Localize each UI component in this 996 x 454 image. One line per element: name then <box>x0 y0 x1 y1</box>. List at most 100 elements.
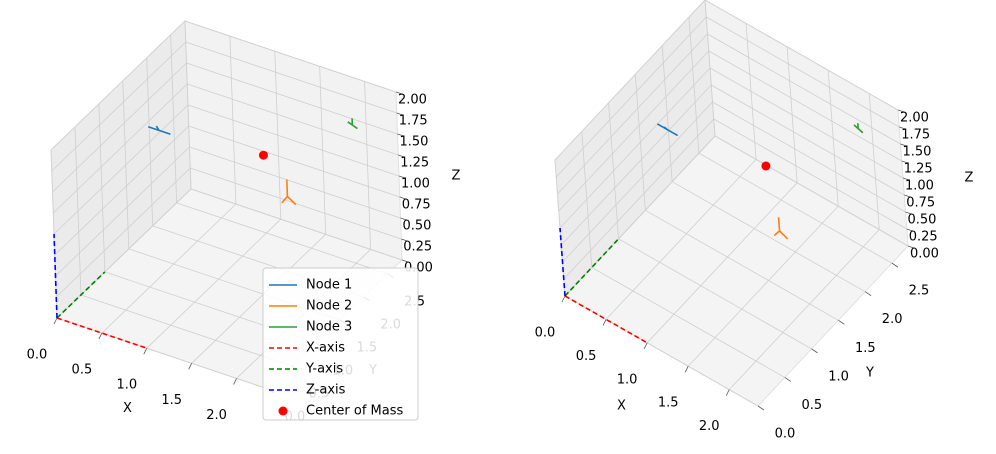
grid-line <box>176 202 388 275</box>
grid-line <box>564 295 759 407</box>
y-tick-label: 1.0 <box>828 369 849 384</box>
tick-mark <box>143 348 148 355</box>
tick-mark <box>398 154 405 158</box>
z-tick-label: 1.75 <box>399 114 428 129</box>
tick-mark <box>906 228 913 232</box>
tick-mark <box>401 238 408 242</box>
x-tick-label: 2.0 <box>699 419 720 434</box>
tick-mark <box>901 160 908 164</box>
tick-mark <box>907 245 915 249</box>
x-axis-label: X <box>123 401 132 416</box>
tick-mark <box>401 259 409 263</box>
z-tick-label: 1.00 <box>905 179 934 194</box>
z-tick-label: 0.00 <box>910 247 939 262</box>
grid-line <box>191 234 326 364</box>
x-tick-label: 0.0 <box>535 326 556 341</box>
grid-line <box>713 118 907 230</box>
grid-line <box>56 188 192 319</box>
grid-line <box>50 20 186 151</box>
tick-mark <box>53 317 58 325</box>
grid-line <box>187 104 400 177</box>
y-tick-label: 1.5 <box>855 341 876 356</box>
grid-line <box>711 84 905 196</box>
z-tick-label: 0.50 <box>908 213 937 228</box>
grid-line <box>56 317 269 390</box>
series-line <box>656 123 678 136</box>
grid-line <box>708 50 902 162</box>
grid-line <box>555 16 707 178</box>
tick-mark <box>904 194 911 198</box>
z-axis-label: Z <box>965 171 974 186</box>
z-tick-label: 1.50 <box>903 145 932 160</box>
series-line <box>281 179 297 206</box>
grid-line <box>563 118 715 280</box>
grid-line <box>728 229 880 390</box>
grid-line <box>558 50 710 212</box>
x-tick-label: 1.0 <box>617 372 638 387</box>
tick-mark <box>400 217 407 221</box>
grid-line <box>189 146 401 219</box>
z-tick-label: 2.00 <box>398 93 427 108</box>
series-line <box>564 238 620 297</box>
z-axis-label: Z <box>452 169 461 184</box>
center-of-mass <box>761 161 771 171</box>
tick-mark <box>684 366 689 373</box>
z-tick-label: 0.75 <box>906 196 935 211</box>
grid-line <box>645 209 839 321</box>
grid-line <box>51 41 187 172</box>
legend-label: Y-axis <box>305 362 343 377</box>
tick-mark <box>233 378 237 385</box>
grid-line <box>646 182 798 344</box>
tick-mark <box>899 126 906 130</box>
tick-mark <box>902 177 910 181</box>
legend-marker <box>278 406 288 416</box>
x-tick-label: 0.0 <box>27 348 48 363</box>
grid-line <box>591 267 785 378</box>
series-line <box>559 227 566 297</box>
tick-mark <box>188 363 193 370</box>
grid-line <box>709 67 904 179</box>
z-tick-label: 0.25 <box>909 230 938 245</box>
series-line <box>56 271 106 319</box>
grid-line <box>101 203 237 334</box>
x-tick-label: 0.5 <box>576 349 597 364</box>
legend-label: Node 3 <box>306 320 352 335</box>
z-tick-label: 0.25 <box>403 240 432 255</box>
grid-line <box>188 125 400 198</box>
series-line <box>773 217 789 240</box>
tick-mark <box>900 143 907 147</box>
tick-mark <box>399 196 406 200</box>
legend-label: Node 1 <box>306 278 352 293</box>
z-tick-label: 1.25 <box>904 162 933 177</box>
x-axis-label: X <box>617 399 626 414</box>
y-tick-label: 2.0 <box>882 312 903 327</box>
grid-line <box>190 188 403 261</box>
subplot: 0.0 0.5 1.0 1.5 2.0 0.0 0.5 1.0 1.5 2.0 2.5 0.00 0.2… <box>535 0 974 442</box>
z-tick-label: 2.00 <box>900 111 929 126</box>
tick-mark <box>838 319 845 325</box>
legend-label: X-axis <box>306 341 345 356</box>
grid-line <box>554 0 706 161</box>
grid-line <box>80 294 293 367</box>
grid-line <box>55 146 190 277</box>
x-tick-label: 0.5 <box>72 363 93 378</box>
legend-label: Node 2 <box>306 299 352 314</box>
tick-mark <box>602 319 607 326</box>
grid-line <box>53 104 189 235</box>
x-tick-label: 1.0 <box>116 378 137 393</box>
legend-label: Z-axis <box>306 383 346 398</box>
grid-line <box>186 62 398 135</box>
tick-mark <box>561 295 566 303</box>
grid-line <box>187 83 399 156</box>
z-tick-label: 1.75 <box>901 128 930 143</box>
y-tick-label: 2.5 <box>909 284 930 299</box>
x-tick-label: 1.5 <box>658 396 679 411</box>
y-tick-label: 0.5 <box>801 398 822 413</box>
grid-line <box>560 84 712 246</box>
x-tick-label: 1.5 <box>161 393 182 408</box>
grid-line <box>707 33 901 145</box>
y-tick-label: 0.0 <box>775 427 796 442</box>
tick-mark <box>811 348 818 354</box>
grid-line <box>557 33 708 195</box>
